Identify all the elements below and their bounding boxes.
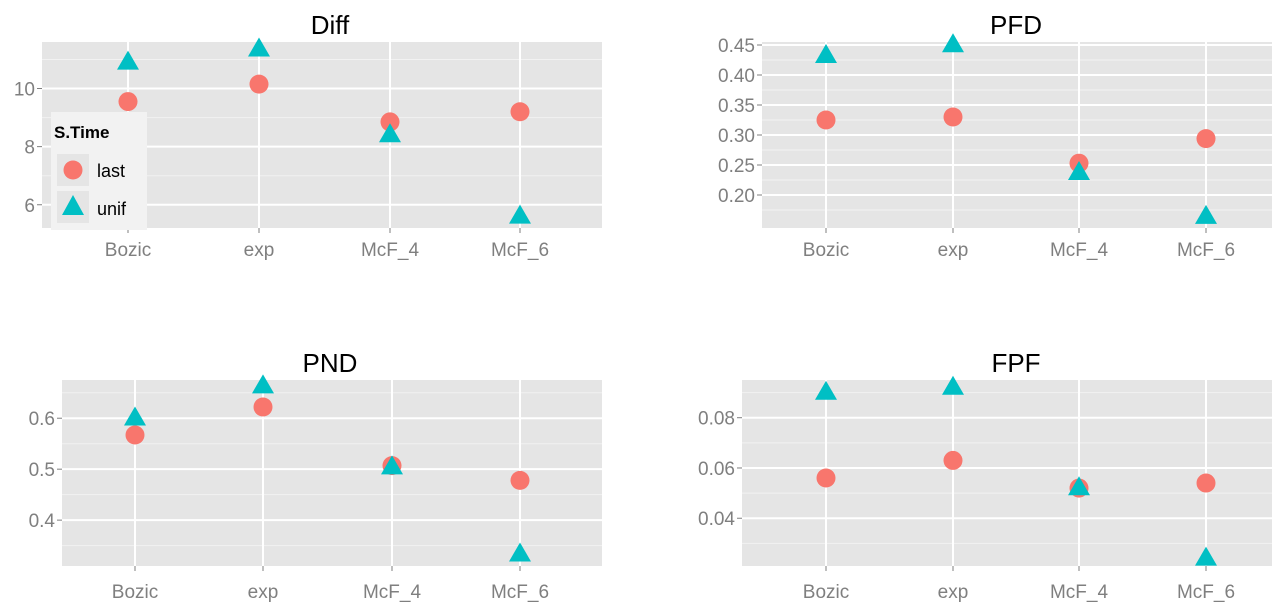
panel-pnd: PND 0.4 0.5 0.6 Bozic exp McF_4 McF_6 (29, 348, 602, 603)
point-unif (1195, 204, 1217, 224)
point-last (1196, 129, 1216, 149)
point-last (249, 74, 269, 94)
point-unif (124, 406, 146, 426)
y-tick-label: 0.35 (718, 96, 755, 117)
legend-label-last: last (97, 161, 125, 181)
x-tick-label: McF_6 (1177, 240, 1235, 261)
point-unif (248, 37, 270, 57)
y-tick-label: 0.08 (698, 409, 735, 430)
point-unif (509, 542, 531, 562)
y-tick-label: 0.6 (29, 409, 55, 430)
point-last (510, 470, 530, 490)
x-tick-label: McF_4 (363, 582, 422, 603)
point-unif (252, 374, 274, 394)
y-tick-label: 0.40 (718, 66, 755, 87)
panel-title: PND (303, 348, 358, 378)
y-tick-label: 6 (24, 196, 35, 217)
point-unif (942, 375, 964, 395)
point-unif (1068, 161, 1090, 181)
point-last (943, 107, 963, 127)
legend-circle-icon (63, 160, 83, 180)
point-unif (1068, 476, 1090, 496)
x-tick-label: exp (248, 582, 279, 603)
y-tick-label: 8 (24, 138, 35, 159)
y-tick-label: 10 (14, 80, 35, 101)
point-last (380, 112, 400, 132)
y-tick-label: 0.45 (718, 36, 755, 57)
y-tick-label: 0.4 (29, 511, 56, 532)
panel-title: Diff (311, 10, 350, 40)
x-tick-label: Bozic (803, 240, 849, 261)
x-tick-label: Bozic (105, 240, 151, 261)
y-tick-label: 0.30 (718, 126, 755, 147)
x-tick-label: McF_6 (1177, 582, 1235, 603)
panel-fpf: FPF 0.04 0.06 0.08 Bozic exp McF_4 McF_6 (698, 348, 1272, 603)
x-tick-label: Bozic (803, 582, 849, 603)
point-last (253, 397, 273, 417)
legend-triangle-icon (62, 195, 84, 215)
x-tick-label: exp (938, 582, 969, 603)
y-tick-label: 0.06 (698, 459, 735, 480)
x-tick-label: Bozic (112, 582, 158, 603)
point-last (1196, 473, 1216, 493)
legend-title: S.Time (54, 123, 109, 142)
point-unif (815, 44, 837, 64)
legend: S.Time last unif (51, 112, 147, 230)
x-tick-label: McF_6 (491, 582, 549, 603)
point-unif (1195, 546, 1217, 566)
y-tick-label: 0.5 (29, 460, 55, 481)
point-last (816, 468, 836, 488)
y-tick-label: 0.25 (718, 156, 755, 177)
panel-pfd: PFD 0.20 0.25 0.30 0.35 0.40 0.45 Bozic exp McF_4… (718, 10, 1272, 261)
panel-title: PFD (990, 10, 1042, 40)
y-tick-label: 0.04 (698, 509, 735, 530)
point-unif (509, 204, 531, 224)
point-unif (381, 455, 403, 475)
x-tick-label: McF_4 (1050, 582, 1109, 603)
point-last (510, 102, 530, 122)
x-tick-label: McF_4 (361, 240, 420, 261)
y-tick-label: 0.20 (718, 186, 755, 207)
panel-title: FPF (991, 348, 1040, 378)
point-last (943, 450, 963, 470)
point-last (125, 425, 145, 445)
point-last (816, 110, 836, 130)
panel-background (62, 380, 602, 566)
point-unif (942, 33, 964, 53)
point-unif (379, 123, 401, 143)
x-tick-label: McF_6 (491, 240, 549, 261)
x-tick-label: exp (938, 240, 969, 261)
x-tick-label: McF_4 (1050, 240, 1109, 261)
point-last (118, 92, 138, 112)
point-unif (117, 50, 139, 70)
legend-label-unif: unif (97, 199, 127, 219)
x-tick-label: exp (244, 240, 275, 261)
point-unif (815, 380, 837, 400)
